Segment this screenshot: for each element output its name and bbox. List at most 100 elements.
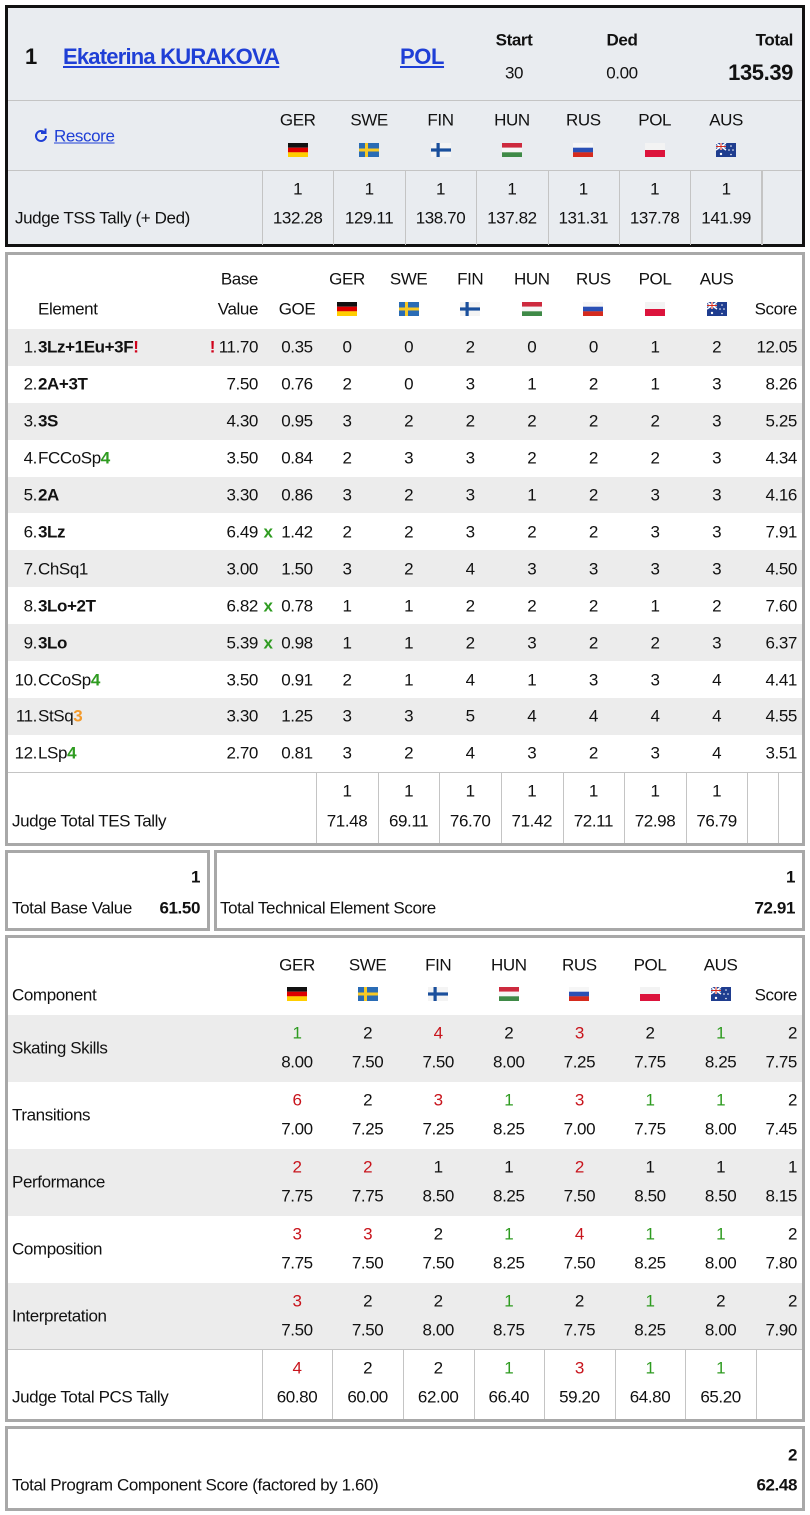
- judge-mark: 3: [588, 559, 598, 579]
- goe: 0.76: [281, 374, 313, 394]
- judge-mark: 2: [404, 411, 414, 431]
- judge-score: 7.50: [351, 1320, 384, 1340]
- divider: [377, 772, 379, 843]
- skater-name[interactable]: Ekaterina KURAKOVA: [63, 44, 280, 69]
- element-name: 3Lz+1Eu+3F!: [38, 337, 139, 357]
- element-name: ChSq1: [38, 560, 88, 577]
- flag: [502, 143, 522, 157]
- component-name: Composition: [12, 1239, 103, 1259]
- base-value: 2.70: [226, 743, 259, 763]
- judge-score: 69.11: [388, 811, 429, 831]
- element-code: 3Lz+1Eu+3F: [38, 337, 134, 357]
- judge-rank: 4: [574, 1224, 584, 1244]
- judge-mark: 1: [527, 374, 537, 394]
- component-rank: 2: [787, 1224, 797, 1244]
- goe: 1.50: [281, 559, 313, 579]
- row-band: [8, 624, 802, 662]
- judge-score: 71.42: [511, 811, 553, 831]
- rescore-link[interactable]: Rescore: [54, 126, 115, 146]
- judge-mark: 2: [465, 633, 475, 653]
- judge-mark: 3: [588, 670, 598, 690]
- element-score: 4.16: [765, 485, 798, 505]
- divider: [404, 170, 406, 245]
- flag: [707, 302, 727, 316]
- rank: 2: [787, 1445, 797, 1465]
- judge-code: AUS: [703, 955, 738, 975]
- judge-score: 59.20: [559, 1387, 600, 1407]
- judge-code: AUS: [699, 269, 734, 289]
- element-number: 8.: [23, 596, 38, 616]
- judge-mark: 3: [342, 706, 352, 726]
- divider: [333, 170, 335, 245]
- judge-score: 8.00: [704, 1119, 737, 1139]
- element-name: 2A+3T: [38, 376, 88, 393]
- judge-mark: 2: [588, 596, 598, 616]
- judge-mark: 3: [650, 559, 660, 579]
- judge-rank: 1: [645, 1291, 655, 1311]
- judge-code: SWE: [350, 110, 388, 130]
- divider: [747, 772, 749, 843]
- base-total-panel: [5, 850, 210, 931]
- flag: [337, 302, 357, 316]
- judge-rank: 1: [433, 1157, 443, 1177]
- element-level: !: [133, 337, 139, 357]
- judge-mark: 4: [712, 743, 722, 763]
- start-number: 30: [504, 63, 524, 83]
- judge-rank: 1: [293, 179, 303, 199]
- judge-mark: 2: [404, 559, 414, 579]
- judge-score: 132.28: [272, 208, 323, 228]
- judge-mark: 3: [404, 448, 414, 468]
- judge-mark: 2: [588, 485, 598, 505]
- divider: [761, 170, 762, 245]
- element-code: 3Lo+2T: [38, 596, 96, 616]
- flag: [640, 987, 660, 1001]
- judge-rank: 1: [404, 781, 414, 801]
- divider: [755, 1349, 757, 1419]
- judge-rank: 1: [364, 179, 374, 199]
- goe: 1.42: [281, 522, 313, 542]
- judge-mark: 1: [650, 337, 660, 357]
- rescore-icon[interactable]: [32, 127, 50, 145]
- judge-code: FIN: [457, 269, 484, 289]
- judge-score: 8.25: [634, 1253, 666, 1273]
- element-name: 3Lo+2T: [38, 597, 96, 614]
- flag: [431, 143, 451, 157]
- judge-rank: 2: [433, 1291, 443, 1311]
- column-header: Base: [220, 269, 259, 289]
- judge-mark: 3: [465, 485, 475, 505]
- judge-mark: 2: [588, 743, 598, 763]
- judge-score: 7.50: [351, 1253, 384, 1273]
- judge-mark: 3: [650, 743, 660, 763]
- element-level: 4: [67, 743, 77, 763]
- judge-mark: 2: [712, 337, 722, 357]
- judge-code: GER: [279, 955, 315, 975]
- judge-rank: 3: [574, 1023, 584, 1043]
- judge-rank: 1: [504, 1291, 514, 1311]
- total-label: Total Technical Element Score: [220, 898, 436, 918]
- judge-score: 8.00: [281, 1052, 313, 1072]
- judge-score: 8.00: [704, 1253, 737, 1273]
- divider: [261, 1349, 263, 1419]
- nation[interactable]: POL: [400, 44, 445, 69]
- element-code: 3S: [38, 411, 58, 431]
- tes-total-panel: [214, 850, 805, 931]
- judge-score: 8.25: [493, 1186, 525, 1206]
- component-name: Transitions: [12, 1105, 91, 1125]
- judge-rank: 2: [645, 1023, 655, 1043]
- tally-label: Judge Total TES Tally: [12, 811, 167, 831]
- divider: [544, 1349, 546, 1419]
- judge-score: 76.70: [449, 811, 491, 831]
- judge-mark: 2: [465, 337, 475, 357]
- element-number: 3.: [23, 411, 38, 431]
- row-band: [8, 476, 802, 514]
- divider: [501, 772, 502, 843]
- column-header: Component: [12, 985, 97, 1005]
- judge-mark: 2: [588, 633, 598, 653]
- flag: [428, 987, 448, 1001]
- judge-score: 7.50: [563, 1253, 596, 1273]
- judge-score: 66.40: [488, 1387, 530, 1407]
- total-value: 72.91: [754, 898, 795, 918]
- flag: [583, 302, 603, 316]
- judge-mark: 0: [588, 337, 598, 357]
- goe: 0.78: [281, 596, 313, 616]
